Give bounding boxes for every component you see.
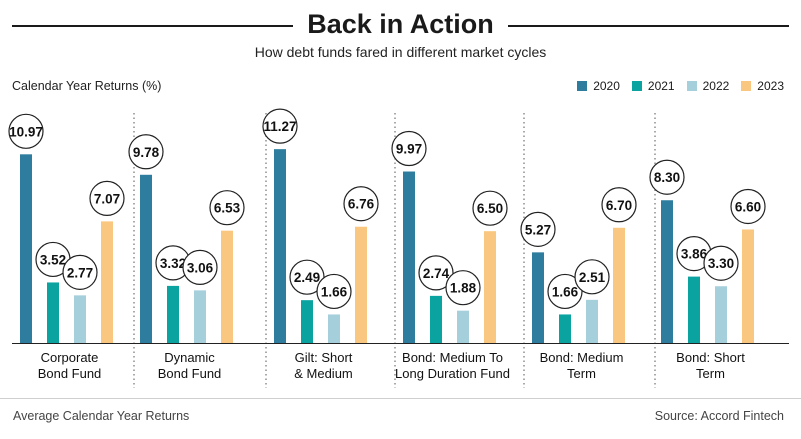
value-label-circle <box>547 273 583 310</box>
data-label: 2.77 <box>67 265 93 280</box>
data-label: 2.49 <box>294 270 320 285</box>
category-label: Gilt: Short <box>295 350 353 365</box>
category-label: Dynamic <box>164 350 215 365</box>
value-label-circle <box>574 259 610 295</box>
value-label-circle <box>89 180 125 216</box>
bar-2020 <box>532 252 544 343</box>
category-label: Bond: Medium To <box>402 350 503 365</box>
value-label-circle <box>649 159 685 195</box>
data-label: 3.86 <box>681 247 708 262</box>
legend-item-2020: 2020 <box>577 79 620 93</box>
footer-note: Average Calendar Year Returns <box>13 409 190 423</box>
data-label: 9.97 <box>396 142 422 157</box>
bar-2020 <box>140 174 152 343</box>
category-label: Corporate <box>41 350 99 365</box>
data-label: 6.53 <box>214 201 241 216</box>
legend-label-2023: 2023 <box>757 79 784 93</box>
value-label-circle <box>262 108 298 144</box>
value-label-circle <box>472 190 508 226</box>
bar-2023 <box>355 226 367 343</box>
legend-swatch-2022 <box>686 81 697 91</box>
category-label: Term <box>696 366 725 381</box>
bar-2023 <box>742 229 754 343</box>
category-label: Bond Fund <box>158 366 222 381</box>
bar-2021 <box>47 282 59 343</box>
value-label-circle <box>343 186 379 222</box>
value-label-circle <box>703 245 739 281</box>
bar-2023 <box>484 231 496 343</box>
value-label-circle <box>209 190 245 226</box>
legend-label-2021: 2021 <box>647 79 675 93</box>
legend-swatch-2020 <box>577 81 588 91</box>
bar-2022 <box>457 310 469 343</box>
value-label-circle <box>62 254 98 290</box>
value-label-circle <box>418 255 454 291</box>
bar-2020 <box>403 171 415 343</box>
bar-2022 <box>194 290 206 343</box>
legend-item-2022: 2022 <box>686 79 730 93</box>
bar-2022 <box>74 295 86 343</box>
bar-2022 <box>328 314 340 343</box>
data-label: 2.51 <box>579 270 606 285</box>
data-label: 6.60 <box>735 199 761 214</box>
category-label: & Medium <box>294 366 353 381</box>
bar-2020 <box>20 154 32 343</box>
bar-2021 <box>430 295 442 343</box>
bar-2020 <box>274 149 286 343</box>
bar-2023 <box>101 221 113 343</box>
legend-swatch-2023 <box>741 81 752 91</box>
value-label-circle <box>445 270 481 306</box>
data-label: 5.27 <box>525 222 551 237</box>
data-label: 8.30 <box>654 170 680 185</box>
legend-item-2021: 2021 <box>631 79 675 93</box>
value-label-circle <box>316 273 352 310</box>
value-label-circle <box>391 130 427 167</box>
value-label-circle <box>601 187 637 223</box>
bar-2021 <box>301 300 313 343</box>
legend-item-2023: 2023 <box>741 79 784 93</box>
data-label: 6.76 <box>348 197 375 212</box>
value-label-circle <box>520 211 556 247</box>
data-label: 2.74 <box>423 266 450 281</box>
data-label: 9.78 <box>133 145 160 160</box>
category-label: Bond: Short <box>676 350 745 365</box>
category-label: Long Duration Fund <box>395 366 510 381</box>
data-label: 7.07 <box>94 191 120 206</box>
bar-2021 <box>688 276 700 343</box>
data-label: 3.32 <box>160 256 186 271</box>
legend-swatch-2021 <box>631 81 642 91</box>
value-label-circle <box>730 188 766 225</box>
value-label-circle <box>182 249 218 285</box>
data-label: 6.50 <box>477 201 503 216</box>
data-label: 6.70 <box>606 198 632 213</box>
bar-2023 <box>613 227 625 343</box>
data-label: 1.66 <box>321 284 348 299</box>
category-label: Bond: Medium <box>540 350 624 365</box>
data-label: 3.30 <box>708 256 734 271</box>
bar-2021 <box>167 285 179 343</box>
value-label-circle <box>8 113 44 149</box>
y-axis-label: Calendar Year Returns (%) <box>12 79 162 93</box>
bar-2022 <box>586 299 598 343</box>
data-label: 10.97 <box>9 124 43 139</box>
legend: 2020 2021 2022 2023 <box>577 79 784 93</box>
category-label: Bond Fund <box>38 366 102 381</box>
chart-subtitle: How debt funds fared in different market… <box>254 44 547 60</box>
bar-2021 <box>559 314 571 343</box>
data-label: 3.06 <box>187 260 214 275</box>
data-label: 1.88 <box>450 281 477 296</box>
category-label: Term <box>567 366 596 381</box>
bar-2023 <box>221 230 233 343</box>
footer-divider <box>0 398 801 399</box>
source-note: Source: Accord Fintech <box>654 409 784 423</box>
value-label-circle <box>128 134 164 170</box>
data-label: 3.52 <box>40 252 66 267</box>
legend-label-2022: 2022 <box>702 79 730 93</box>
data-label: 11.27 <box>263 119 296 134</box>
legend-label-2020: 2020 <box>593 79 620 93</box>
data-label: 1.66 <box>552 284 579 299</box>
bar-2020 <box>661 200 673 343</box>
bar-2022 <box>715 286 727 343</box>
